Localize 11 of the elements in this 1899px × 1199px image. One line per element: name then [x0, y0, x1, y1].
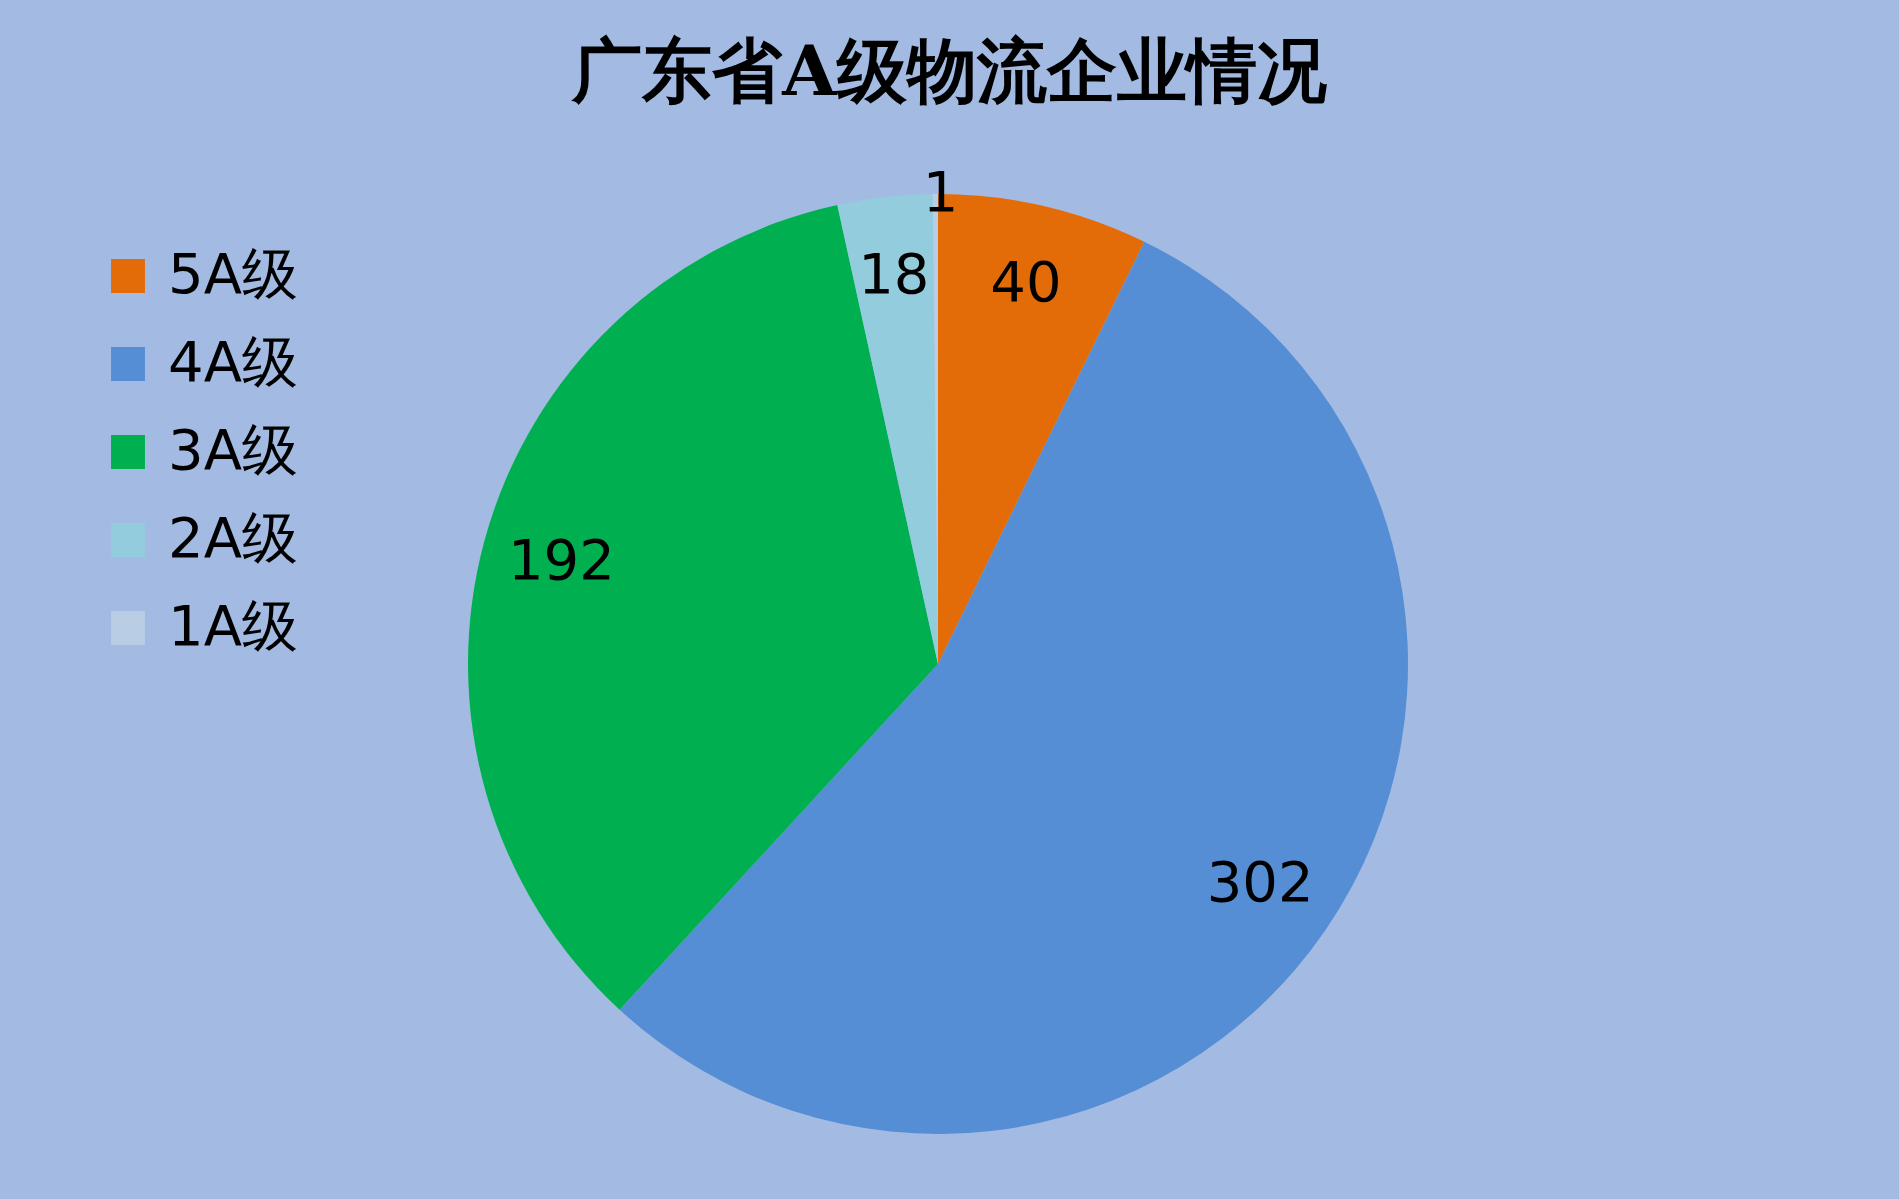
data-label: 302: [1206, 849, 1314, 915]
legend-label: 1A级: [168, 593, 298, 658]
data-label: 18: [858, 241, 930, 307]
data-label: 40: [990, 248, 1062, 314]
legend-label: 3A级: [168, 417, 298, 482]
pie-slice: [619, 241, 1408, 1134]
legend-label: 4A级: [168, 329, 298, 394]
legend-label: 5A级: [168, 241, 298, 306]
legend-label: 2A级: [168, 505, 298, 570]
chart-title: 广东省A级物流企业情况: [571, 29, 1327, 112]
data-label: 192: [507, 527, 615, 593]
